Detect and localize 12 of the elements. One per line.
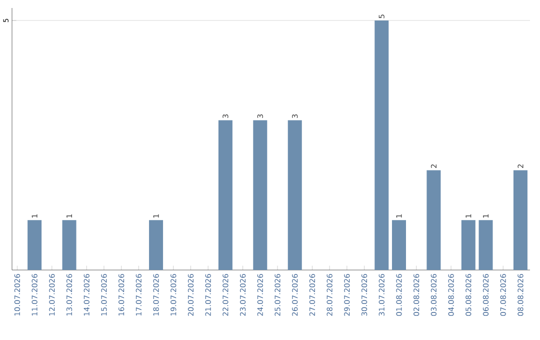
bar	[149, 220, 164, 270]
bar	[392, 220, 406, 270]
bar	[478, 220, 493, 270]
bar	[253, 120, 268, 270]
bar	[288, 120, 302, 270]
bar	[28, 220, 42, 270]
bar	[62, 220, 76, 270]
bar	[461, 220, 476, 270]
bar	[513, 170, 528, 270]
bar	[218, 120, 232, 270]
bar	[374, 20, 389, 270]
bar	[426, 170, 441, 270]
